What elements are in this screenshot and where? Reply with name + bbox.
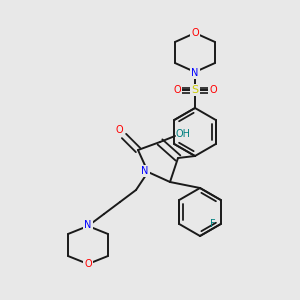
Text: S: S bbox=[191, 85, 199, 95]
Text: O: O bbox=[84, 259, 92, 269]
Text: N: N bbox=[84, 220, 92, 230]
Text: O: O bbox=[115, 125, 123, 135]
Text: F: F bbox=[210, 219, 216, 229]
Text: O: O bbox=[173, 85, 181, 95]
Text: O: O bbox=[209, 85, 217, 95]
Text: O: O bbox=[191, 28, 199, 38]
Text: N: N bbox=[141, 166, 149, 176]
Text: N: N bbox=[191, 68, 199, 78]
Text: OH: OH bbox=[176, 129, 190, 139]
